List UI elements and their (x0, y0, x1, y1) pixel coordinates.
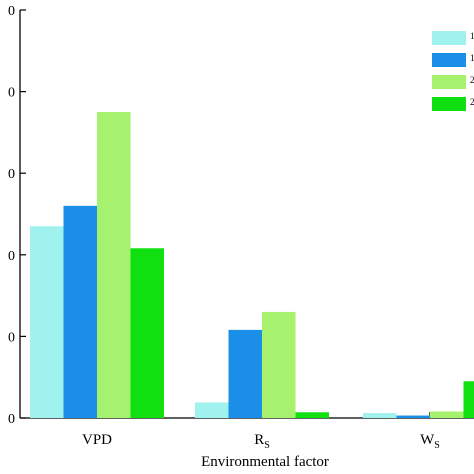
x-axis-label: Environmental factor (201, 454, 329, 470)
bar (262, 311, 296, 418)
bar (63, 205, 97, 418)
y-tick-label: 0 (8, 167, 15, 182)
legend-label: 1 (470, 31, 474, 41)
bar (463, 381, 474, 418)
bars-group (30, 112, 474, 418)
bar (97, 112, 131, 418)
y-tick-label: 0 (8, 412, 15, 427)
y-tick-label: 0 (8, 249, 15, 264)
legend-label: 1 (470, 53, 474, 63)
bar (295, 412, 329, 418)
x-tick-label: RS (254, 432, 270, 451)
bar (396, 415, 430, 418)
bar (430, 411, 464, 418)
bar (195, 402, 229, 418)
y-tick-label: 0 (8, 86, 15, 101)
x-tick-label: WS (420, 432, 440, 451)
legend-label: 2 (470, 97, 474, 107)
legend: 1 1 2 2 (432, 31, 474, 111)
legend-swatch (432, 75, 466, 89)
legend-label: 2 (470, 75, 474, 85)
legend-swatch (432, 53, 466, 67)
bar (30, 226, 64, 418)
y-tick-label: 0 (8, 4, 15, 19)
bar (228, 329, 262, 418)
y-tick-label: 0 (8, 330, 15, 345)
bar (130, 248, 164, 418)
legend-swatch (432, 31, 466, 45)
legend-swatch (432, 97, 466, 111)
bar (363, 413, 397, 418)
x-tick-label: VPD (82, 432, 112, 448)
